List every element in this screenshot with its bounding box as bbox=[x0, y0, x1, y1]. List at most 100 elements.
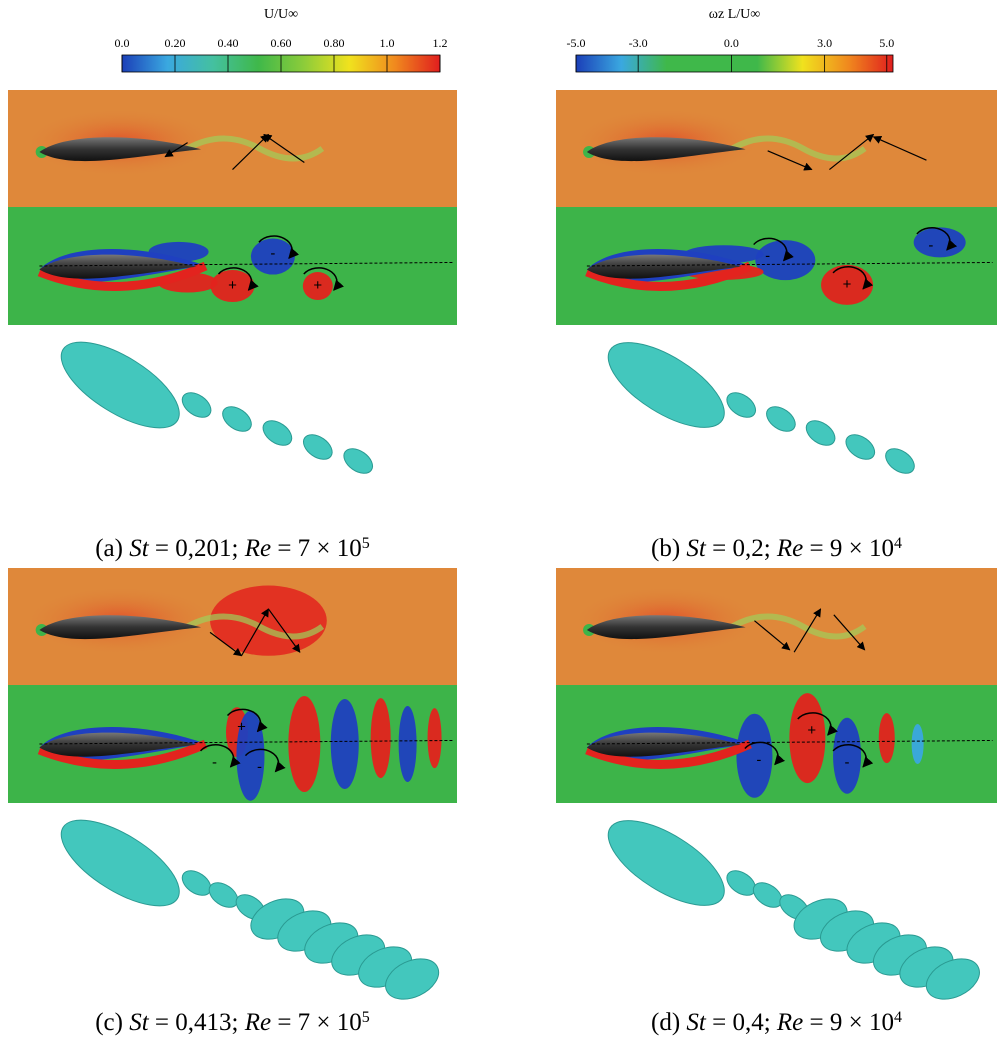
caption-part: St bbox=[129, 535, 150, 562]
iso-vortex bbox=[262, 420, 293, 446]
boundary-layer-bottom bbox=[585, 739, 752, 769]
boundary-layer-bottom bbox=[37, 261, 208, 291]
iso-body bbox=[60, 341, 180, 429]
colorbar-title: U/U∞ bbox=[264, 7, 298, 22]
wake-arrow bbox=[754, 620, 791, 651]
rotation-arrow bbox=[258, 235, 300, 259]
vortex-sign: + bbox=[807, 722, 816, 739]
iso-vortex bbox=[208, 882, 239, 908]
wake-arrow bbox=[232, 133, 270, 170]
vortex-sign: - bbox=[257, 759, 262, 776]
wake-arrow bbox=[240, 608, 269, 657]
colorbar-tick-label: 3.0 bbox=[817, 36, 832, 50]
colorbar-tick-label: 0.40 bbox=[218, 36, 239, 50]
body bbox=[39, 254, 197, 279]
caption-part: St bbox=[129, 1009, 150, 1036]
colorbar-tick-label: 0.20 bbox=[165, 36, 186, 50]
caption: (d) St = 0,4; Re = 9 × 104 bbox=[651, 1009, 902, 1037]
rotation-arrow bbox=[303, 267, 344, 291]
wake-streak bbox=[186, 135, 325, 162]
caption: (a) St = 0,201; Re = 7 × 105 bbox=[95, 535, 370, 563]
body bbox=[39, 137, 202, 162]
caption-part: = 0,4; bbox=[706, 1009, 777, 1036]
iso-vortex bbox=[885, 448, 915, 474]
caption-part: (b) bbox=[651, 535, 686, 562]
caption-part: = 0,2; bbox=[706, 535, 777, 562]
colorbar-tick-label: 0.60 bbox=[271, 36, 292, 50]
vortex-sign: - bbox=[756, 751, 761, 768]
rotation-arrow bbox=[199, 743, 241, 768]
caption-part: = 0,413; bbox=[149, 1009, 245, 1036]
centerline bbox=[586, 261, 993, 267]
body bbox=[39, 732, 197, 757]
caption-part: = 7 × 10 bbox=[271, 1009, 362, 1036]
vortex bbox=[736, 713, 773, 798]
wake-streak bbox=[730, 613, 867, 640]
rotation-arrow bbox=[797, 712, 838, 736]
caption-part: (c) bbox=[95, 1009, 129, 1036]
rotation-arrow bbox=[753, 237, 794, 262]
vortex bbox=[398, 706, 417, 782]
caption: (c) St = 0,413; Re = 7 × 105 bbox=[95, 1009, 370, 1037]
colorbar-tick-label: 5.0 bbox=[879, 36, 894, 50]
colorbar-tick-label: 0.0 bbox=[115, 36, 130, 50]
caption: (b) St = 0,2; Re = 9 × 104 bbox=[651, 535, 902, 563]
vortex bbox=[878, 713, 895, 764]
wake-arrow bbox=[267, 608, 301, 653]
boundary-layer-bottom bbox=[37, 739, 208, 769]
centerline bbox=[39, 261, 453, 267]
colorbar-title: ωz L/U∞ bbox=[709, 7, 760, 22]
vortex bbox=[913, 227, 966, 258]
vortex-sign: - bbox=[845, 754, 850, 771]
rotation-arrow bbox=[217, 267, 259, 291]
caption-part: = 9 × 10 bbox=[803, 535, 894, 562]
vortex-sign: + bbox=[228, 277, 237, 294]
vortex-sign: + bbox=[237, 718, 246, 735]
vortex-sign: - bbox=[212, 754, 217, 771]
wake-arrow bbox=[164, 142, 188, 158]
colorbar-tick-label: -5.0 bbox=[567, 36, 586, 50]
vortex bbox=[250, 238, 295, 275]
caption-part: = 0,201; bbox=[149, 535, 245, 562]
vortex bbox=[370, 698, 391, 779]
caption-part: = 9 × 10 bbox=[803, 1009, 894, 1036]
body bbox=[39, 615, 202, 640]
vortex bbox=[330, 699, 359, 789]
colorbar-tick-label: 1.0 bbox=[380, 36, 395, 50]
rotation-arrow bbox=[832, 743, 874, 768]
rotation-arrow bbox=[916, 227, 958, 251]
iso-vortex bbox=[303, 434, 333, 460]
vortex bbox=[833, 717, 862, 794]
vortex bbox=[789, 693, 826, 784]
iso-vortex bbox=[181, 870, 212, 896]
centerline bbox=[586, 739, 993, 745]
colorbar-tick-label: 1.2 bbox=[433, 36, 448, 50]
caption-part: St bbox=[686, 1009, 707, 1036]
iso-vortex bbox=[766, 406, 796, 432]
caption-part: Re bbox=[244, 535, 271, 562]
iso-vortex bbox=[181, 392, 212, 418]
body bbox=[586, 254, 742, 279]
vortex-sign: - bbox=[765, 248, 770, 265]
rotation-arrow bbox=[744, 741, 786, 766]
iso-vortex bbox=[925, 958, 980, 1000]
vortex bbox=[911, 724, 924, 764]
rotation-arrow bbox=[244, 748, 286, 773]
vortex bbox=[821, 264, 874, 305]
caption-part: (d) bbox=[651, 1009, 686, 1036]
iso-vortex bbox=[222, 406, 252, 432]
colorbar-tick-label: -3.0 bbox=[629, 36, 648, 50]
caption-part: St bbox=[686, 535, 707, 562]
body bbox=[586, 615, 746, 640]
caption-part: = 7 × 10 bbox=[271, 535, 362, 562]
vortex-sign: + bbox=[843, 276, 852, 293]
isosurface bbox=[607, 820, 980, 1000]
colorbar-tick-label: 0.80 bbox=[324, 36, 345, 50]
caption-part: Re bbox=[776, 1009, 803, 1036]
iso-vortex bbox=[385, 958, 440, 1000]
wake-arrow bbox=[263, 133, 305, 164]
iso-body bbox=[60, 819, 180, 907]
iso-body bbox=[607, 342, 725, 428]
isosurface bbox=[607, 342, 915, 474]
